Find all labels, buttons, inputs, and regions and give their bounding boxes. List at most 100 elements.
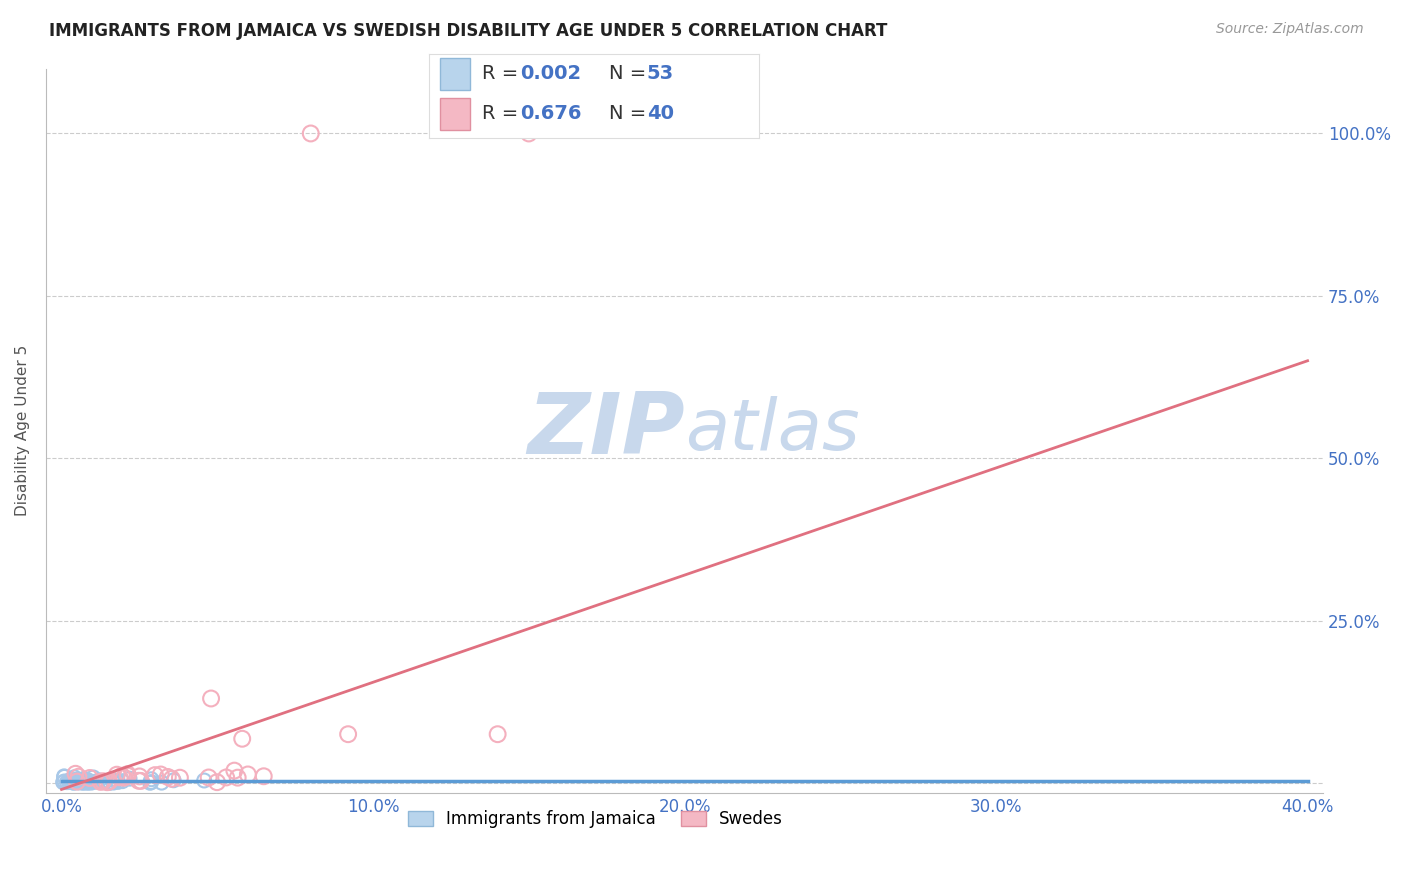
Point [73, 772, 96, 786]
Point [98, 774, 121, 789]
Point [93, 775, 115, 789]
Point [56, 775, 79, 789]
Point [75, 774, 97, 789]
Text: atlas: atlas [685, 396, 859, 465]
Point [91, 774, 114, 789]
Point [253, 769, 276, 783]
Text: Source: ZipAtlas.com: Source: ZipAtlas.com [1216, 22, 1364, 37]
Point [193, 773, 215, 788]
Point [79, 771, 101, 785]
Point [70, 774, 93, 789]
Point [69, 775, 91, 789]
Point [108, 770, 131, 784]
Point [67, 770, 90, 784]
Point [62, 776, 84, 790]
Point [129, 773, 152, 788]
Point [141, 775, 163, 789]
Point [80, 775, 103, 789]
Point [91, 775, 114, 789]
Point [118, 772, 141, 786]
Point [58, 775, 80, 789]
Point [486, 727, 509, 741]
Point [73, 773, 96, 788]
Point [90, 775, 112, 789]
Point [143, 768, 166, 782]
Point [112, 771, 135, 785]
Point [59, 772, 82, 787]
Bar [440, 97, 470, 130]
Point [128, 769, 150, 783]
Point [117, 767, 139, 781]
Point [205, 775, 228, 789]
Point [76, 773, 98, 788]
Point [105, 773, 128, 788]
Point [70, 773, 93, 788]
Bar [440, 58, 470, 90]
Point [79, 774, 101, 789]
Point [337, 727, 360, 741]
Legend: Immigrants from Jamaica, Swedes: Immigrants from Jamaica, Swedes [401, 804, 789, 835]
Point [72, 774, 94, 789]
Point [96, 775, 118, 789]
Point [77, 775, 100, 789]
Point [65, 772, 87, 787]
Point [53, 770, 76, 784]
Point [107, 775, 129, 789]
Point [63, 770, 86, 784]
Point [224, 764, 246, 778]
Point [111, 769, 134, 783]
Text: R =: R = [482, 104, 530, 123]
Text: 0.002: 0.002 [520, 64, 581, 83]
Point [76, 776, 98, 790]
Text: 40: 40 [647, 104, 673, 123]
Point [105, 767, 128, 781]
Point [160, 772, 183, 786]
Point [226, 771, 249, 785]
Point [139, 776, 162, 790]
Point [215, 771, 238, 785]
Point [231, 731, 253, 746]
Point [82, 771, 104, 785]
Point [90, 774, 112, 789]
Point [60, 774, 83, 789]
Point [84, 774, 107, 789]
Point [53, 774, 76, 789]
Text: N =: N = [609, 64, 652, 83]
Point [149, 767, 172, 781]
Point [101, 772, 124, 787]
Point [128, 773, 150, 788]
Point [156, 770, 179, 784]
Point [162, 773, 184, 788]
Point [75, 774, 97, 789]
Point [67, 772, 90, 787]
Text: R =: R = [482, 64, 524, 83]
Text: ZIP: ZIP [527, 389, 685, 472]
Point [89, 773, 111, 788]
Point [98, 775, 121, 789]
Point [103, 775, 125, 789]
Point [53, 769, 76, 783]
Point [66, 774, 89, 789]
Point [299, 127, 322, 141]
Point [98, 775, 121, 789]
Point [117, 769, 139, 783]
Point [150, 775, 173, 789]
Point [66, 775, 89, 789]
Text: 53: 53 [647, 64, 673, 83]
Point [200, 691, 222, 706]
Point [197, 771, 219, 785]
Point [62, 773, 84, 788]
Point [65, 766, 87, 780]
Point [67, 774, 90, 789]
Point [67, 772, 90, 787]
Point [169, 771, 191, 785]
Point [76, 772, 98, 787]
Text: N =: N = [609, 104, 652, 123]
Point [73, 772, 96, 787]
Point [141, 772, 163, 787]
Point [59, 774, 82, 789]
Text: 0.676: 0.676 [520, 104, 581, 123]
Text: IMMIGRANTS FROM JAMAICA VS SWEDISH DISABILITY AGE UNDER 5 CORRELATION CHART: IMMIGRANTS FROM JAMAICA VS SWEDISH DISAB… [49, 22, 887, 40]
Y-axis label: Disability Age Under 5: Disability Age Under 5 [15, 345, 30, 516]
Point [517, 127, 540, 141]
